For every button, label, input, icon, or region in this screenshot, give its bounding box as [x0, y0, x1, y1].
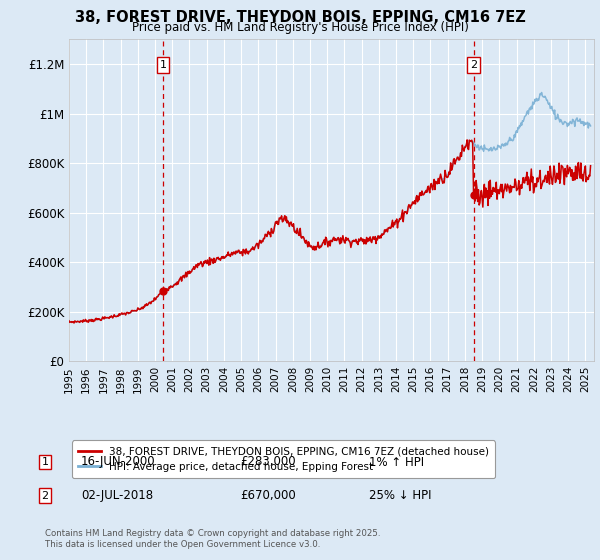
Text: Contains HM Land Registry data © Crown copyright and database right 2025.
This d: Contains HM Land Registry data © Crown c…: [45, 529, 380, 549]
Text: 2: 2: [41, 491, 49, 501]
Legend: 38, FOREST DRIVE, THEYDON BOIS, EPPING, CM16 7EZ (detached house), HPI: Average : 38, FOREST DRIVE, THEYDON BOIS, EPPING, …: [71, 441, 496, 478]
Text: 25% ↓ HPI: 25% ↓ HPI: [369, 489, 431, 502]
Text: 1% ↑ HPI: 1% ↑ HPI: [369, 455, 424, 469]
Text: 16-JUN-2000: 16-JUN-2000: [81, 455, 155, 469]
Text: 38, FOREST DRIVE, THEYDON BOIS, EPPING, CM16 7EZ: 38, FOREST DRIVE, THEYDON BOIS, EPPING, …: [74, 10, 526, 25]
Text: £670,000: £670,000: [240, 489, 296, 502]
Text: 2: 2: [470, 60, 477, 70]
Text: Price paid vs. HM Land Registry's House Price Index (HPI): Price paid vs. HM Land Registry's House …: [131, 21, 469, 34]
Text: 1: 1: [41, 457, 49, 467]
Text: 02-JUL-2018: 02-JUL-2018: [81, 489, 153, 502]
Text: 1: 1: [160, 60, 166, 70]
Text: £283,000: £283,000: [240, 455, 296, 469]
